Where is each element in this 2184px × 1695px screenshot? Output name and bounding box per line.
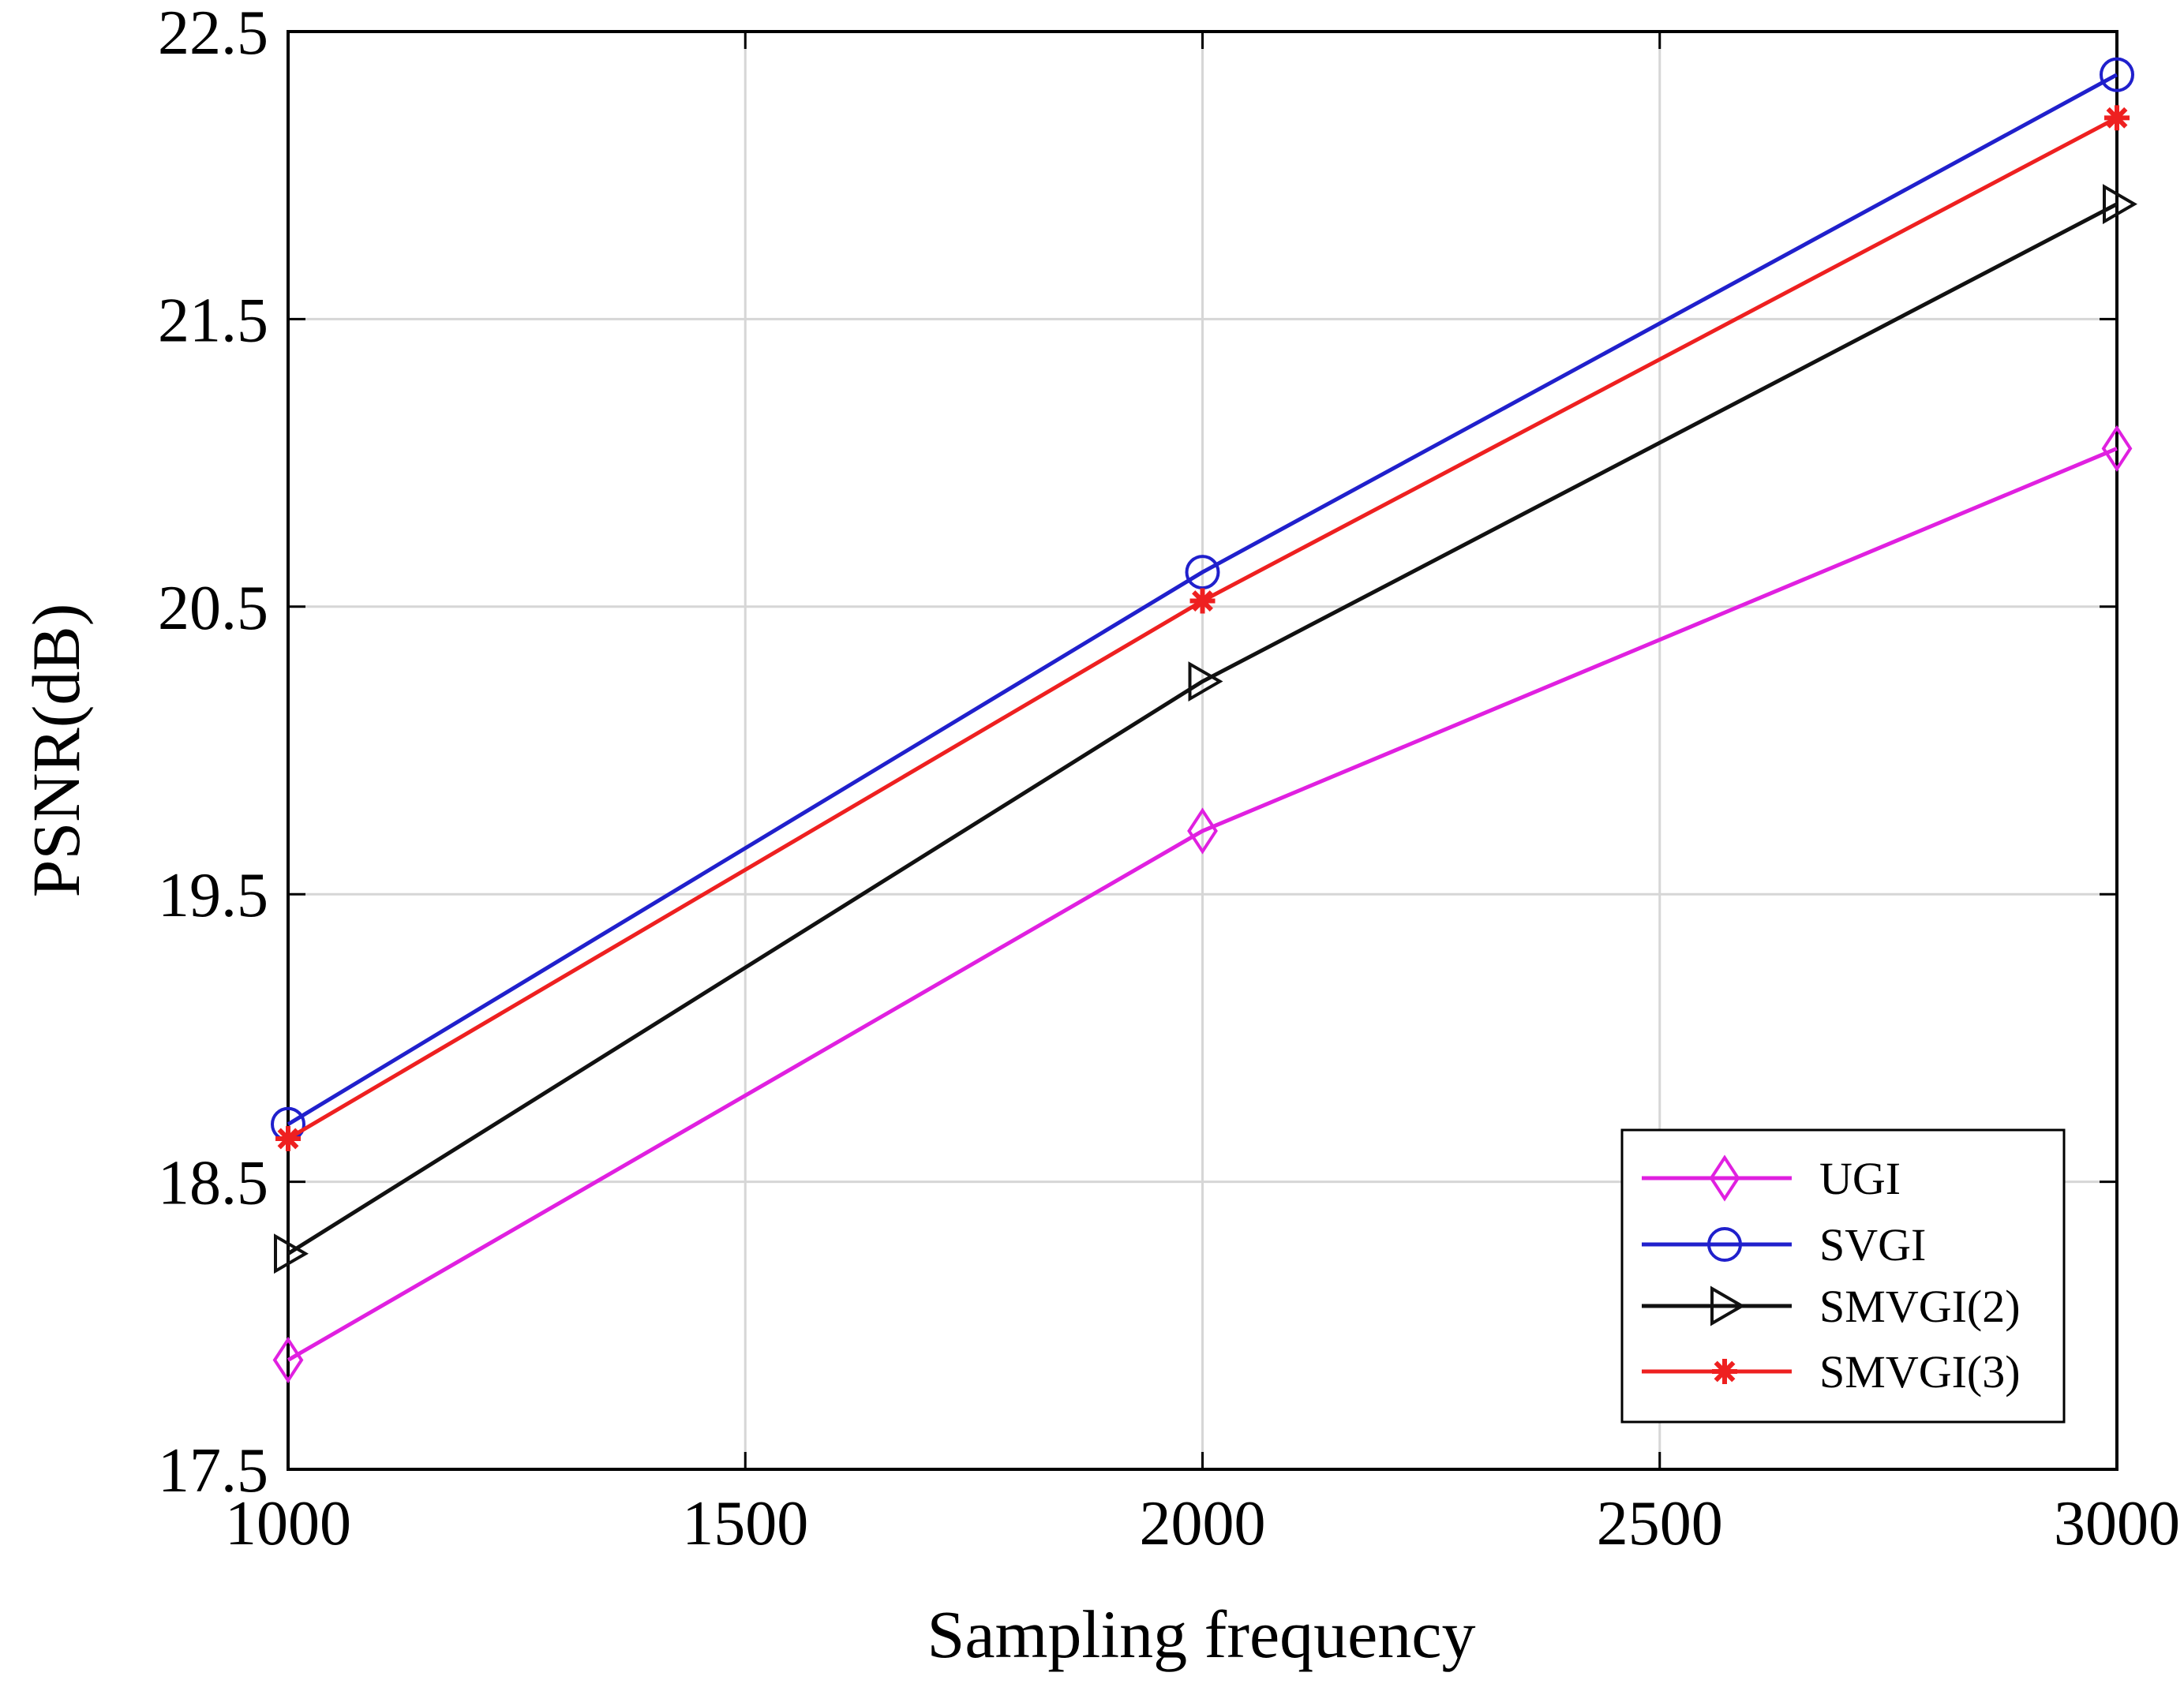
legend-marker-smvgi2 — [1710, 1285, 1745, 1326]
data-point-smvgi3-stroke — [2106, 107, 2128, 129]
x-tick-label: 1000 — [225, 1489, 351, 1558]
data-point-smvgi3-stroke — [277, 1128, 299, 1150]
x-tick-label: 1500 — [682, 1489, 808, 1558]
y-tick-label: 19.5 — [158, 861, 268, 930]
x-tick-label: 3000 — [2054, 1489, 2180, 1558]
data-point-smvgi3 — [1189, 588, 1216, 614]
data-point-svgi-shape — [1185, 555, 1220, 590]
legend-marker-svgi-shape — [1707, 1227, 1742, 1262]
data-point-smvgi2 — [274, 1233, 309, 1274]
x-axis-ticks: 1000 1500 2000 2500 3000 — [225, 32, 2180, 1558]
data-point-smvgi2 — [1188, 661, 1223, 702]
series-smvgi2 — [274, 184, 2137, 1274]
y-tick-label: 21.5 — [158, 286, 268, 355]
x-tick-label: 2000 — [1140, 1489, 1266, 1558]
data-point-ugi — [272, 1336, 304, 1384]
data-point-smvgi2-shape — [2103, 184, 2137, 225]
legend-marker-smvgi2-shape — [1710, 1285, 1745, 1326]
legend-label-smvgi2: SMVGI(2) — [1819, 1281, 2021, 1332]
data-point-smvgi3 — [275, 1125, 301, 1151]
y-tick-label: 20.5 — [158, 574, 268, 643]
data-point-svgi — [1185, 555, 1220, 590]
y-axis-ticks: 17.5 18.5 19.5 20.5 21.5 22.5 — [158, 0, 2117, 1506]
data-point-svgi — [2100, 57, 2134, 92]
data-point-svgi-shape — [2100, 57, 2134, 92]
series-line-svgi — [287, 73, 2118, 1126]
legend-label-smvgi3: SMVGI(3) — [1819, 1346, 2021, 1398]
legend-marker-ugi-shape — [1709, 1154, 1740, 1202]
data-point-smvgi2-shape — [274, 1233, 309, 1274]
legend-marker-ugi — [1709, 1154, 1740, 1202]
y-tick-label: 22.5 — [158, 0, 268, 68]
data-point-ugi-shape — [1187, 807, 1218, 855]
data-point-ugi-shape — [2101, 425, 2133, 473]
legend-label-ugi: UGI — [1819, 1153, 1901, 1204]
legend: UGI SVGI SMVGI(2) SMVGI(3) — [1620, 1128, 2066, 1424]
legend-marker-smvgi3-stroke — [1714, 1360, 1736, 1383]
series-line-smvgi2 — [287, 202, 2118, 1255]
data-point-ugi — [1187, 807, 1218, 855]
legend-label-svgi: SVGI — [1819, 1219, 1926, 1270]
y-tick-label: 18.5 — [158, 1149, 268, 1218]
legend-marker-smvgi3 — [1712, 1359, 1737, 1384]
series-layer — [271, 57, 2137, 1384]
series-line-ugi — [287, 447, 2118, 1362]
data-point-smvgi3-stroke — [1192, 590, 1213, 612]
data-point-smvgi2 — [2103, 184, 2137, 225]
data-point-ugi-shape — [272, 1336, 304, 1384]
data-point-ugi — [2101, 425, 2133, 473]
y-axis-title: PSNR(dB) — [18, 604, 94, 898]
series-svgi — [271, 57, 2134, 1142]
y-tick-label: 17.5 — [158, 1436, 268, 1506]
series-ugi — [272, 425, 2133, 1384]
series-smvgi3 — [275, 105, 2130, 1151]
data-point-smvgi2-shape — [1188, 661, 1223, 702]
legend-marker-svgi — [1707, 1227, 1742, 1262]
x-tick-label: 2500 — [1597, 1489, 1723, 1558]
x-axis-title: Sampling frequency — [927, 1596, 1476, 1672]
data-point-smvgi3 — [2104, 105, 2130, 131]
